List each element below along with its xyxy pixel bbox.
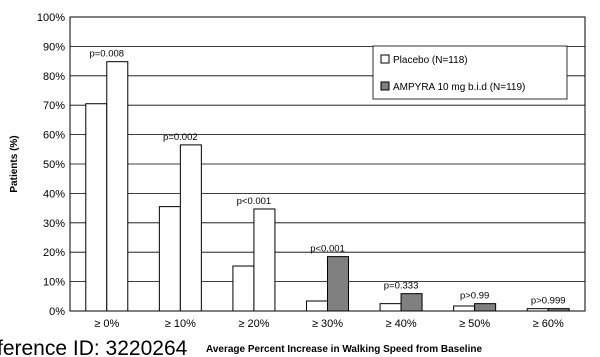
x-tick-label: ≥ 60% [533,318,564,330]
p-value-label: p<0.001 [310,244,345,255]
p-value-label: p>0.99 [460,291,489,302]
x-tick-label: ≥ 40% [386,318,417,330]
reference-id-overlay: ference ID: 3220264 [0,337,188,357]
legend-label-ampyra: AMPYRA 10 mg b.i.d (N=119) [393,82,525,93]
x-axis-label: Average Percent Increase in Walking Spee… [206,344,482,355]
bar-placebo [379,303,402,312]
y-tick-label: 40% [43,188,65,200]
bar-placebo [232,265,255,312]
y-tick-label: 60% [43,130,65,142]
legend-swatch-placebo [380,54,390,64]
p-value-labels: p=0.008 p=0.002 p<0.001 p<0.001 p=0.333 p>0.9… [89,49,565,307]
y-tick-label: 50% [43,159,65,171]
p-value-label: p<0.001 [237,196,272,207]
y-tick-label: 90% [43,41,65,53]
bar-placebo [453,305,476,312]
bar-placebo [85,103,108,312]
p-value-label: p>0.999 [531,296,566,307]
p-value-label: p=0.333 [384,281,419,292]
y-tick-label: 30% [43,218,65,230]
plot-frame [69,16,586,312]
x-tick-label: ≥ 20% [238,318,269,330]
p-value-label: p=0.008 [89,49,124,60]
y-tick-label: 80% [43,71,65,83]
legend-label-placebo: Placebo (N=118) [393,55,468,66]
x-tick-label: ≥ 0% [94,318,119,330]
legend-box [372,45,568,100]
bar-ampyra [106,61,129,312]
p-value-label: p=0.002 [163,132,198,143]
x-tick-label: ≥ 50% [459,318,490,330]
bar-ampyra [400,293,423,312]
y-tick-label: 0% [49,306,65,318]
x-tick-label: ≥ 10% [165,318,196,330]
y-tick-label: 20% [43,247,65,259]
y-tick-label: 70% [43,100,65,112]
y-tick-label: 10% [43,277,65,289]
legend: Placebo (N=118) AMPYRA 10 mg b.i.d (N=11… [372,45,568,100]
bar-placebo [158,206,181,312]
y-axis-ticks: 0% 10% 20% 30% 40% 50% 60% 70% 80% 90% 100% [37,12,65,318]
bars [85,61,570,312]
y-tick-label: 100% [37,12,65,24]
bar-placebo [306,300,328,312]
bar-ampyra [253,208,276,312]
x-axis-ticks: ≥ 0% ≥ 10% ≥ 20% ≥ 30% ≥ 40% ≥ 50% ≥ 60% [94,318,564,330]
bar-ampyra [179,144,202,312]
y-axis-label: Patients (%) [9,135,20,192]
x-tick-label: ≥ 30% [312,318,343,330]
bar-ampyra [474,303,497,312]
bar-ampyra [327,256,349,312]
gridlines [70,46,585,283]
legend-swatch-ampyra [380,81,390,91]
